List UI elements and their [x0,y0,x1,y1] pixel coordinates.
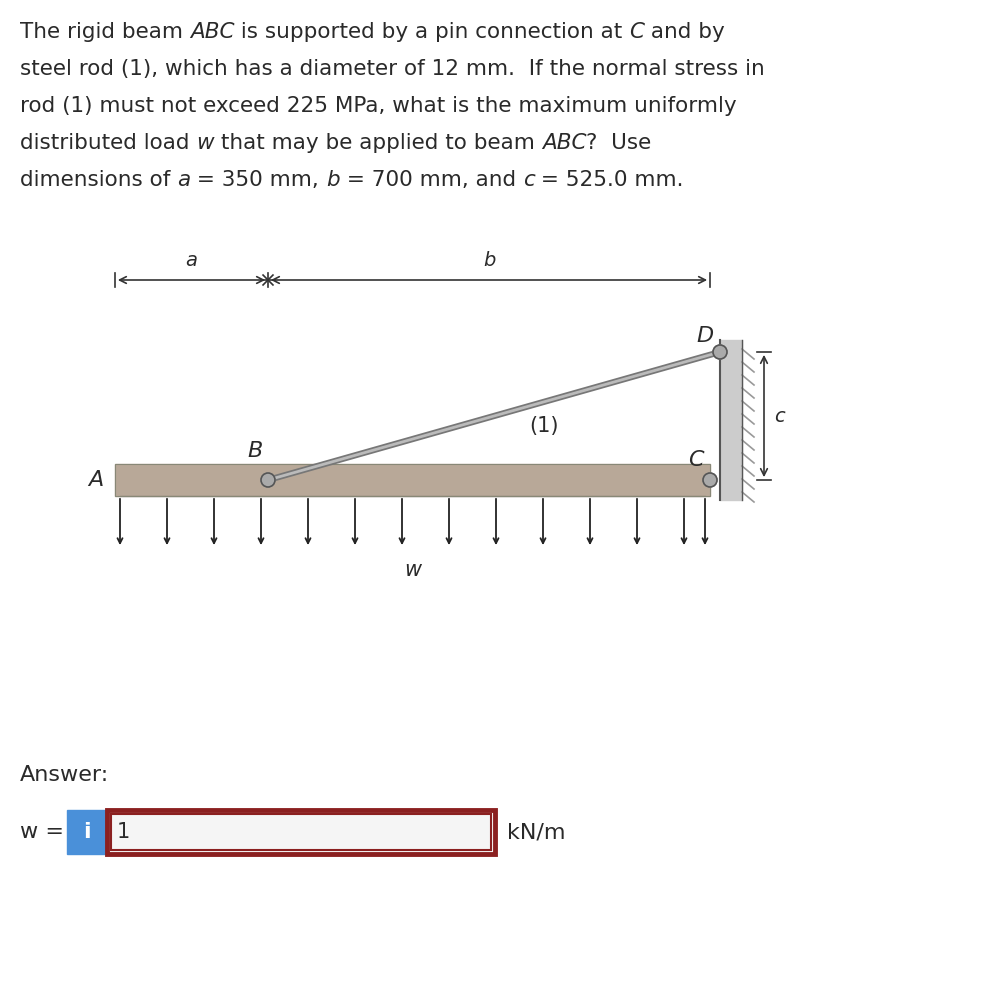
Bar [67,810,107,854]
Circle shape [261,473,275,487]
Bar [111,814,491,850]
Text: ABC: ABC [190,22,235,42]
Circle shape [703,473,717,487]
Text: ABC: ABC [542,133,586,153]
Text: i: i [83,822,90,842]
Text: steel rod (1), which has a diameter of 12 mm.  If the normal stress in: steel rod (1), which has a diameter of 1… [20,59,765,79]
Text: D: D [697,326,714,346]
Text: 1: 1 [117,822,131,842]
Text: kN/m: kN/m [507,822,566,842]
Text: and by: and by [644,22,726,42]
Text: A: A [87,470,103,490]
Text: a: a [186,251,197,270]
Text: c: c [522,170,534,190]
Text: b: b [326,170,340,190]
Text: that may be applied to beam: that may be applied to beam [214,133,542,153]
Bar [115,464,710,496]
Circle shape [713,345,727,359]
Text: distributed load: distributed load [20,133,196,153]
Text: rod (1) must not exceed 225 MPa, what is the maximum uniformly: rod (1) must not exceed 225 MPa, what is… [20,96,736,116]
Text: B: B [247,441,263,461]
Text: a: a [177,170,191,190]
Text: = 525.0 mm.: = 525.0 mm. [534,170,684,190]
Text: w: w [196,133,214,153]
Text: c: c [774,406,785,426]
Text: The rigid beam: The rigid beam [20,22,190,42]
Text: C: C [688,450,704,470]
Text: (1): (1) [529,416,559,436]
Text: = 350 mm,: = 350 mm, [191,170,326,190]
Bar [720,340,742,500]
Text: ?  Use: ? Use [586,133,651,153]
Text: b: b [483,251,495,270]
Bar [107,810,495,854]
Text: w: w [404,560,421,580]
Bar [115,464,710,496]
Text: dimensions of: dimensions of [20,170,177,190]
Text: w =: w = [20,822,64,842]
Text: Answer:: Answer: [20,765,109,785]
Text: = 700 mm, and: = 700 mm, and [340,170,522,190]
Text: C: C [629,22,644,42]
Text: is supported by a pin connection at: is supported by a pin connection at [235,22,629,42]
